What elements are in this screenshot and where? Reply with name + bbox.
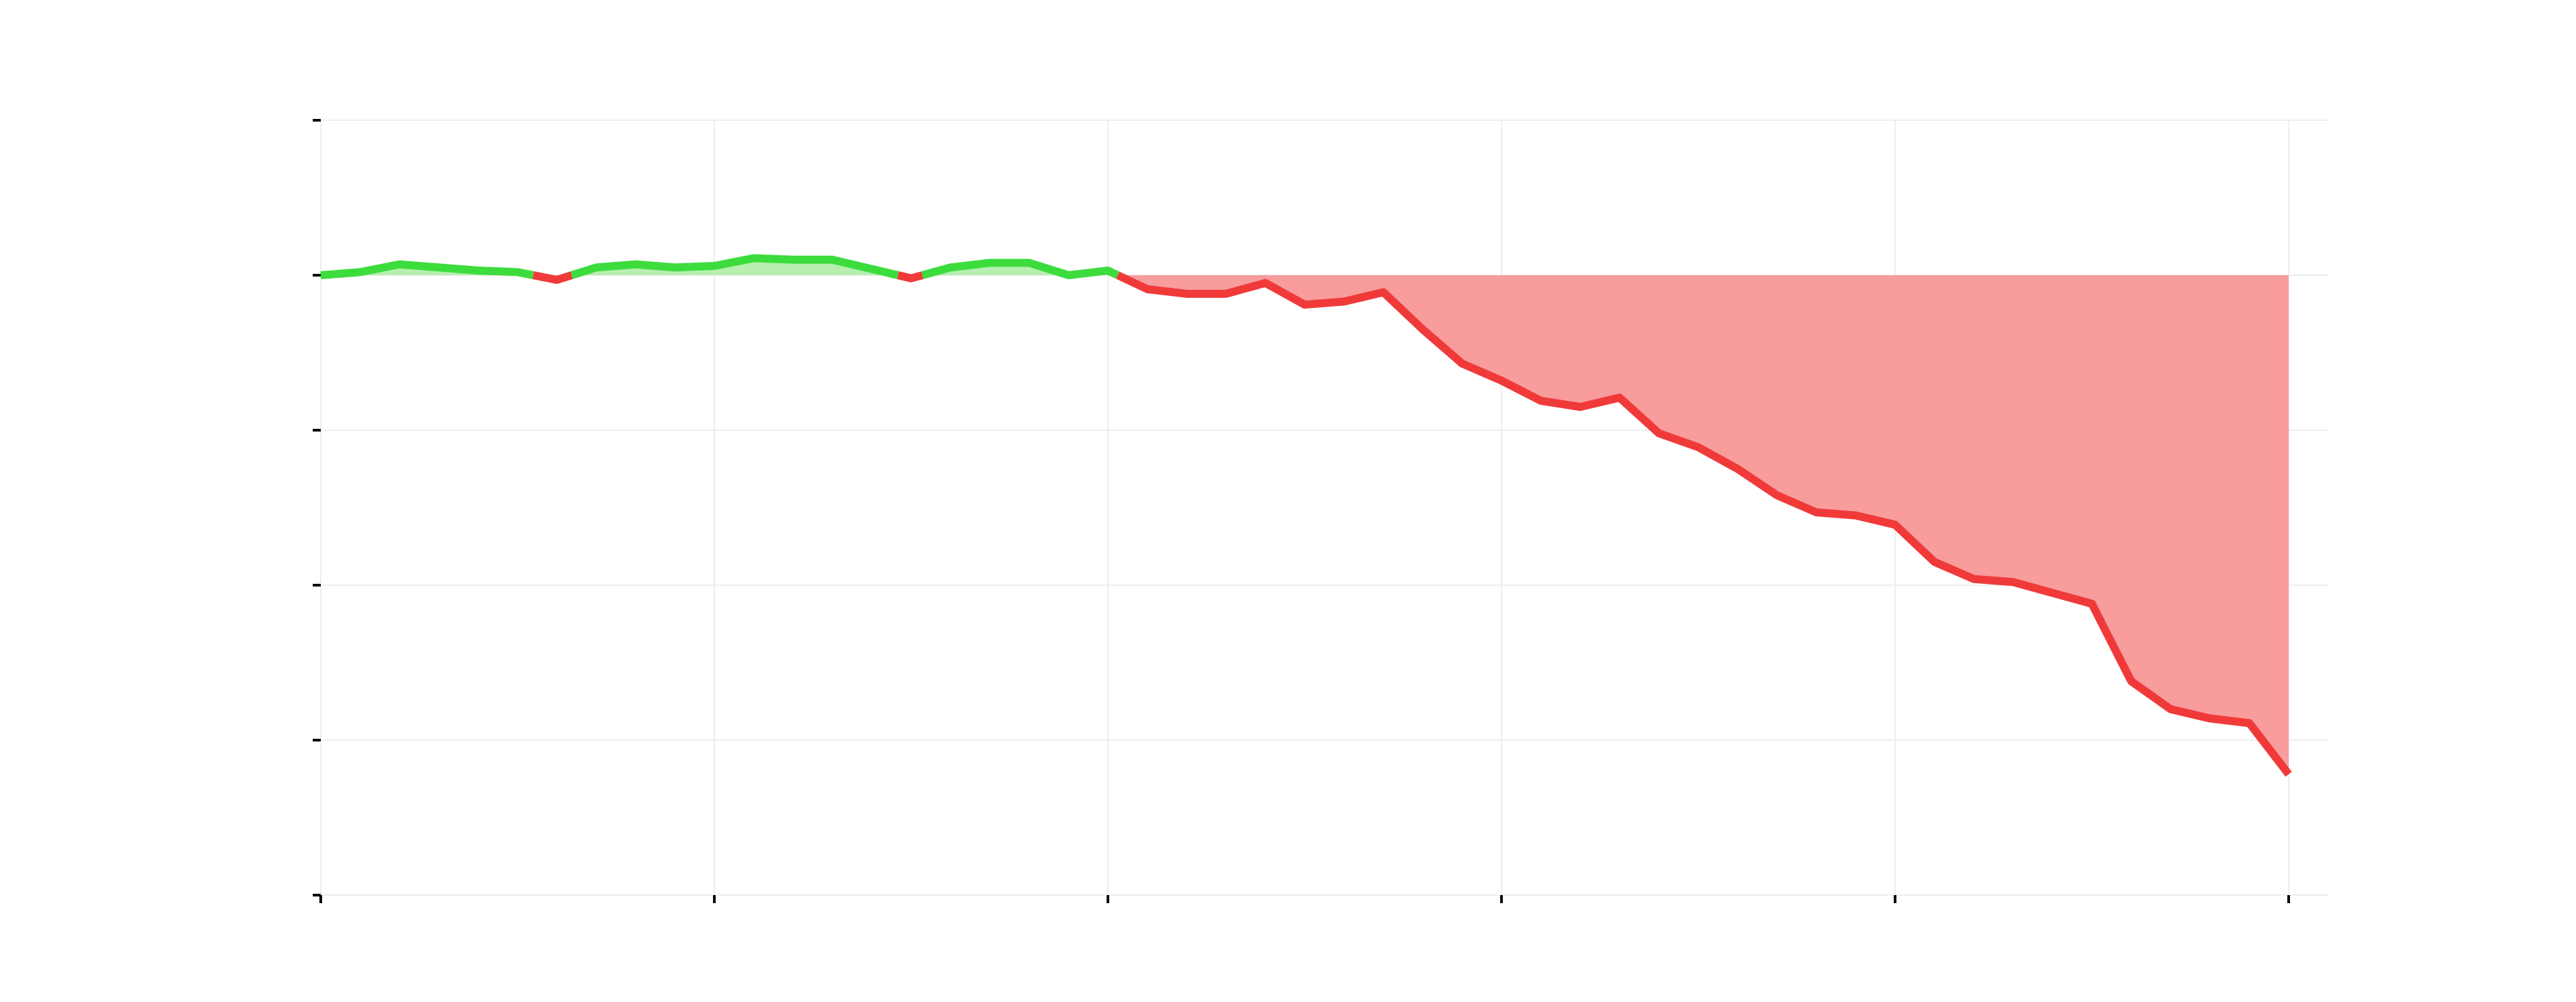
- positive-line-segment: [570, 254, 899, 279]
- negative-line-segment: [897, 271, 923, 283]
- series-line: [320, 254, 2292, 777]
- axis-ticks: [313, 119, 2290, 903]
- negative-line-segment: [532, 271, 573, 284]
- positive-line-segment: [320, 260, 535, 279]
- area-fills: [321, 258, 2289, 775]
- positive-line-segment: [921, 259, 1120, 279]
- negative-line-segment: [1116, 271, 2292, 777]
- negative-area: [1117, 275, 2289, 775]
